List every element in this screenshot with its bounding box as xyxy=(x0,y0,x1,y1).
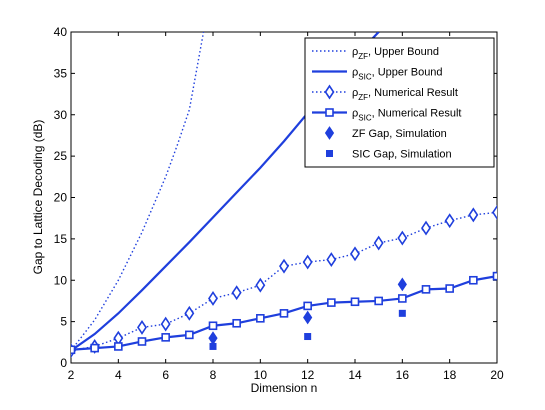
y-tick-label-3: 15 xyxy=(54,232,68,246)
series-3-point-13 xyxy=(374,296,383,306)
series-5 xyxy=(209,309,406,350)
series-2-point-4 xyxy=(160,316,171,332)
series-4-point-2 xyxy=(397,277,407,292)
series-0 xyxy=(71,32,205,352)
axis-ticks: 2 4 6 8 10 12 14 16 18 20 0 5 10 15 20 25 30 35 40 xyxy=(54,25,504,382)
x-tick-label-4: 10 xyxy=(254,368,268,382)
y-tick-label-7: 35 xyxy=(54,66,68,80)
y-tick-label-0: 0 xyxy=(60,356,67,370)
series-2-point-16 xyxy=(444,213,455,229)
legend-marker-3 xyxy=(325,108,334,117)
legend-entry-2: ρZF, Numerical Result xyxy=(312,84,458,102)
series-3-point-12 xyxy=(350,297,360,307)
y-tick-label-1: 5 xyxy=(60,315,67,329)
series-3-point-2 xyxy=(114,342,123,351)
y-axis-label: Gap to Lattice Decoding (dB) xyxy=(31,120,45,275)
x-tick-label-2: 6 xyxy=(162,368,169,382)
series-5-point-0 xyxy=(209,342,217,350)
x-tick-label-9: 20 xyxy=(490,368,504,382)
series-layer xyxy=(71,32,497,359)
series-4 xyxy=(208,277,407,346)
series-3-point-16 xyxy=(445,284,454,293)
legend-label-4: ZF Gap, Simulation xyxy=(352,128,447,140)
series-2-point-3 xyxy=(137,319,147,335)
legend-label-2: ρZF, Numerical Result xyxy=(352,87,458,102)
series-2-point-12 xyxy=(350,246,360,262)
series-3-point-10 xyxy=(303,301,312,311)
x-tick-label-5: 12 xyxy=(301,368,315,382)
series-3-point-5 xyxy=(185,330,194,340)
series-5-point-2 xyxy=(398,309,406,317)
y-tick-label-4: 20 xyxy=(54,191,68,205)
x-tick-label-3: 8 xyxy=(210,368,217,382)
y-tick-label-8: 40 xyxy=(54,25,68,39)
legend-entry-4: ZF Gap, Simulation xyxy=(324,126,447,140)
legend-label-0: ρZF, Upper Bound xyxy=(352,46,439,61)
series-2-point-18 xyxy=(492,204,497,220)
series-3-point-15 xyxy=(421,285,431,294)
legend-label-1: ρSIC, Upper Bound xyxy=(352,67,443,82)
series-2-point-14 xyxy=(397,230,408,246)
series-3-point-7 xyxy=(232,318,241,328)
series-3-point-6 xyxy=(208,321,218,331)
legend-marker-2 xyxy=(324,84,335,100)
y-tick-label-2: 10 xyxy=(54,273,68,287)
series-2-point-7 xyxy=(231,285,242,301)
legend-entry-3: ρSIC, Numerical Result xyxy=(312,108,461,123)
series-2-point-8 xyxy=(255,277,266,293)
x-tick-label-6: 14 xyxy=(348,368,362,382)
series-4-point-1 xyxy=(303,310,313,325)
legend: ρZF, Upper Bound ρSIC, Upper Bound ρZF, Nu… xyxy=(304,37,495,168)
series-2-point-11 xyxy=(326,252,337,268)
series-2-point-9 xyxy=(279,258,289,274)
series-3 xyxy=(71,271,497,355)
series-0-line xyxy=(71,32,205,352)
series-2-point-6 xyxy=(208,291,218,306)
legend-entry-1: ρSIC, Upper Bound xyxy=(312,67,443,82)
x-tick-label-1: 4 xyxy=(115,368,122,382)
x-tick-label-8: 18 xyxy=(443,368,457,382)
series-2-point-17 xyxy=(468,207,479,223)
series-3-point-17 xyxy=(469,275,478,285)
series-3-point-18 xyxy=(492,271,497,281)
series-3-point-8 xyxy=(256,314,265,323)
series-3-point-3 xyxy=(137,337,147,346)
series-2-point-15 xyxy=(421,220,431,236)
legend-label-5: SIC Gap, Simulation xyxy=(352,149,452,161)
legend-marker-4 xyxy=(324,126,335,140)
series-3-point-9 xyxy=(279,309,289,318)
series-2 xyxy=(71,204,497,359)
legend-label-3: ρSIC, Numerical Result xyxy=(352,108,461,123)
legend-marker-5 xyxy=(326,150,333,157)
series-2-point-10 xyxy=(302,254,313,270)
legend-entry-0: ρZF, Upper Bound xyxy=(312,46,439,61)
series-2-point-13 xyxy=(373,235,384,251)
legend-box xyxy=(304,37,495,168)
legend-entry-5: SIC Gap, Simulation xyxy=(326,149,452,161)
y-tick-label-6: 30 xyxy=(54,108,68,122)
series-5-point-1 xyxy=(304,333,312,341)
y-tick-label-5: 25 xyxy=(54,149,68,163)
x-axis-label: Dimension n xyxy=(251,381,318,395)
series-3-point-0 xyxy=(71,345,76,355)
series-2-point-5 xyxy=(184,305,195,321)
x-tick-label-7: 16 xyxy=(396,368,410,382)
series-3-point-11 xyxy=(327,298,336,307)
series-3-point-14 xyxy=(398,294,407,303)
series-3-point-1 xyxy=(90,343,99,353)
series-3-point-4 xyxy=(161,333,170,342)
x-tick-label-0: 2 xyxy=(68,368,75,382)
